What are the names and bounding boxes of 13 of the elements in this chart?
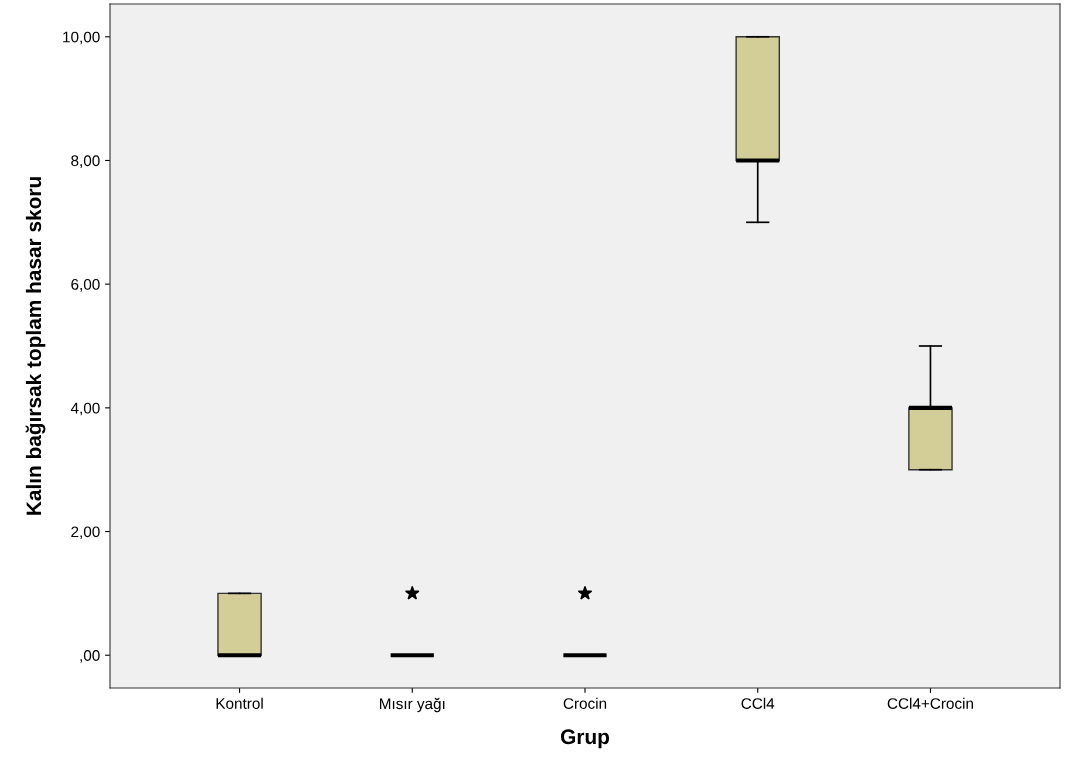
- y-tick-label: 4,00: [70, 402, 100, 416]
- x-axis-title: Grup: [560, 729, 610, 749]
- x-tick-label: CCl4+Crocin: [887, 697, 973, 709]
- y-tick-label: 2,00: [71, 526, 100, 540]
- y-tick-label: 8,00: [71, 155, 100, 168]
- y-tick-label: ,00: [80, 650, 100, 663]
- y-axis-title: Kalın bağırsak toplam hasar skoru: [25, 177, 46, 515]
- x-tick-label: Kontrol: [216, 697, 263, 709]
- x-tick-label: CCl4: [741, 697, 775, 709]
- x-tick-label: Mısır yağı: [380, 697, 445, 713]
- y-tick-label: 10,00: [63, 31, 100, 45]
- y-tick-label: 6,00: [71, 279, 100, 292]
- x-tick-label: Crocin: [563, 697, 607, 709]
